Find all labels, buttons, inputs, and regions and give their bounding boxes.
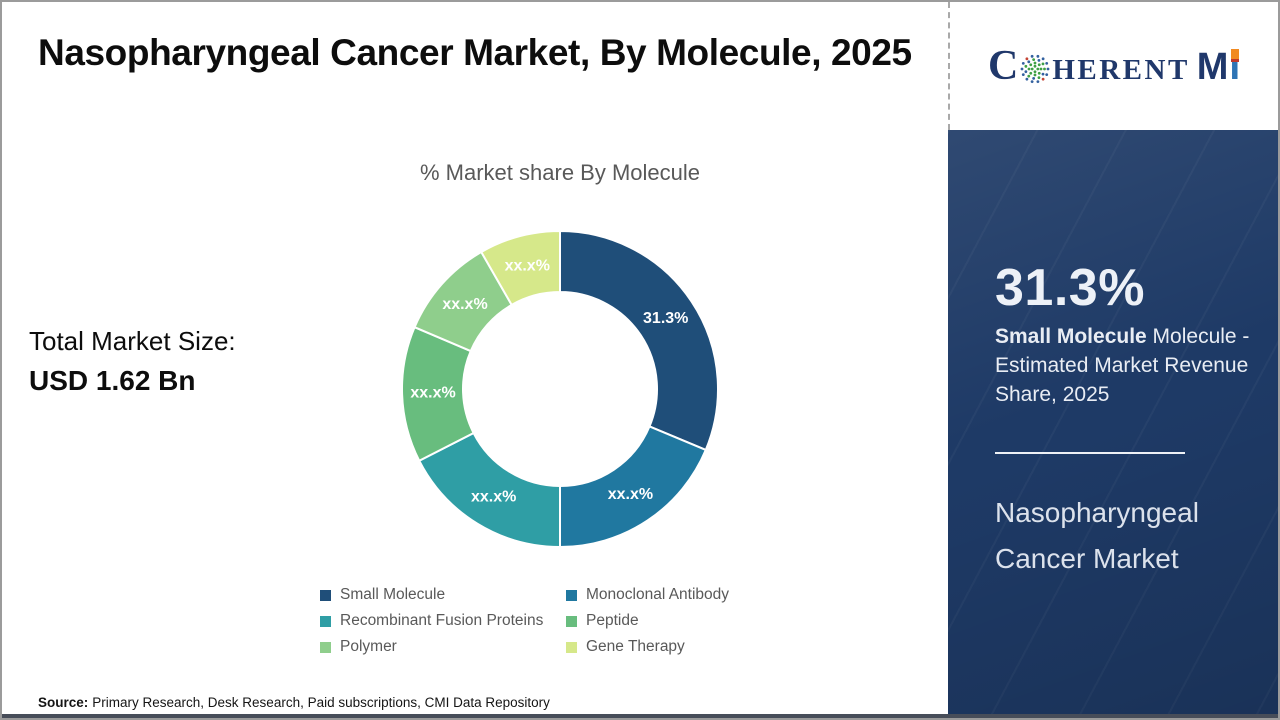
globe-dot (1029, 63, 1033, 67)
globe-dot (1032, 58, 1036, 61)
segment-label: xx.x% (442, 296, 487, 313)
globe-dot (1031, 67, 1034, 71)
globe-dot (1031, 80, 1034, 84)
legend-swatch (566, 589, 577, 601)
globe-dot (1024, 70, 1028, 74)
logo-letter-m: M (1196, 46, 1229, 88)
legend-item: Polymer (320, 638, 566, 656)
globe-dot (1038, 71, 1041, 75)
globe-dot (1027, 67, 1031, 71)
legend-item: Small Molecule (320, 586, 566, 604)
total-market-size: Total Market Size: USD 1.62 Bn (29, 326, 236, 397)
logo-letters-herent: HERENT (1052, 54, 1190, 86)
legend-swatch (320, 615, 331, 627)
legend-swatch (566, 615, 577, 627)
chart-title: % Market share By Molecule (420, 160, 700, 185)
globe-dot (1033, 73, 1037, 77)
legend-label: Peptide (586, 612, 639, 629)
globe-dot (1027, 74, 1031, 78)
report-market-name: Nasopharyngeal Cancer Market (995, 497, 1199, 574)
globe-dot (1025, 57, 1029, 61)
highlight-panel: 31.3% Small Molecule Molecule - Estimate… (948, 130, 1278, 718)
segment-label: xx.x% (410, 385, 455, 402)
legend-swatch (320, 641, 331, 653)
chart-legend: Small Molecule Monoclonal Antibody Recombi… (320, 586, 729, 656)
logo-letter-i-mark: I (1229, 46, 1241, 88)
legend-label: Monoclonal Antibody (586, 586, 730, 603)
donut-chart: 31.3% xx.x% xx.x% xx.x% xx.x% xx.x% (401, 229, 719, 549)
logo-letter-c: C (987, 43, 1019, 89)
legend-item: Recombinant Fusion Proteins (320, 612, 566, 630)
source-note: Source: Primary Research, Desk Research, … (38, 695, 550, 710)
segment-label: xx.x% (608, 486, 653, 503)
globe-dot (1025, 77, 1029, 81)
globe-dot (1039, 67, 1043, 71)
legend-swatch (320, 589, 331, 601)
globe-icon (1020, 54, 1050, 84)
legend-item: Monoclonal Antibody (566, 586, 729, 604)
globe-dot (1041, 72, 1045, 76)
segment-label: xx.x% (505, 258, 550, 275)
globe-dot (1045, 73, 1049, 77)
globe-dot (1036, 54, 1040, 58)
globe-dot (1042, 57, 1045, 61)
globe-dot (1033, 70, 1037, 74)
globe-dot (1037, 76, 1041, 80)
legend-item: Gene Therapy (566, 638, 729, 656)
globe-dot (1036, 67, 1040, 71)
legend-label: Recombinant Fusion Proteins (340, 612, 544, 629)
logo-row: C HERENT M I (988, 42, 1240, 90)
globe-dot (1022, 61, 1025, 65)
legend-item: Peptide (566, 612, 729, 630)
panel-divider (995, 452, 1185, 454)
legend-swatch (566, 641, 577, 653)
globe-dot (1024, 64, 1028, 68)
total-market-size-value: USD 1.62 Bn (29, 365, 196, 396)
globe-dot (1027, 60, 1031, 64)
globe-dot (1033, 61, 1037, 65)
highlight-stat-rest: Molecule - Estimated Market Revenue Shar… (995, 325, 1250, 406)
highlight-stat-value: 31.3% (995, 259, 1145, 317)
legend-label: Small Molecule (340, 586, 446, 603)
total-market-size-label: Total Market Size: (29, 326, 236, 356)
highlight-stat-description: Small Molecule Molecule - Estimated Mark… (995, 322, 1250, 409)
globe-dot (1043, 67, 1047, 71)
globe-dot (1038, 63, 1041, 67)
globe-dot (1042, 77, 1045, 81)
source-label: Source: (38, 695, 89, 710)
globe-dot (1031, 54, 1034, 58)
globe-dot (1045, 61, 1049, 65)
legend-label: Polymer (340, 638, 397, 655)
segment-label: 31.3% (643, 310, 688, 327)
page-title: Nasopharyngeal Cancer Market, By Molecul… (38, 32, 912, 73)
globe-dot (1020, 67, 1024, 71)
globe-dot (1041, 62, 1045, 66)
globe-dot (1046, 67, 1050, 71)
segment-label: xx.x% (471, 489, 516, 506)
globe-dot (1029, 71, 1033, 75)
globe-dot (1022, 73, 1025, 77)
footer-strip (2, 714, 1278, 718)
globe-dot (1032, 77, 1036, 80)
globe-dot (1033, 64, 1037, 68)
donut-segment (559, 229, 719, 452)
logo: C HERENT M I (948, 2, 1278, 130)
legend-label: Gene Therapy (586, 638, 685, 655)
globe-dot (1037, 58, 1041, 62)
source-text: Primary Research, Desk Research, Paid su… (92, 695, 550, 710)
donut-segment (479, 229, 561, 307)
globe-dot (1036, 80, 1040, 84)
highlight-stat-segment: Small Molecule (995, 325, 1147, 348)
